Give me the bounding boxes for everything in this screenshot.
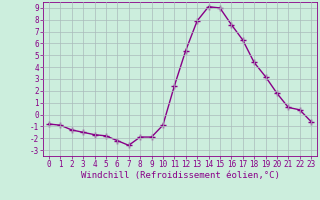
X-axis label: Windchill (Refroidissement éolien,°C): Windchill (Refroidissement éolien,°C) [81,171,279,180]
